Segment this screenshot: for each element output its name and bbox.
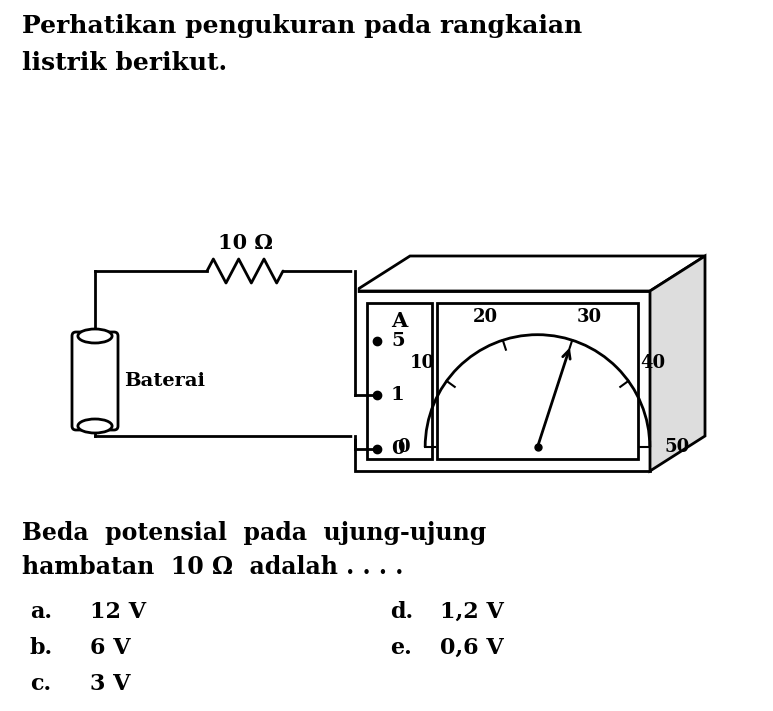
Text: d.: d. [390,601,413,623]
Text: b.: b. [30,637,53,659]
Bar [367,303,432,459]
Polygon shape [355,256,705,291]
Text: 1: 1 [391,386,405,404]
Text: 0: 0 [397,438,410,456]
Text: A: A [391,311,407,331]
Ellipse shape [78,419,112,433]
Text: 0: 0 [391,440,404,458]
Text: listrik berikut.: listrik berikut. [22,51,227,75]
Text: Baterai: Baterai [124,372,205,390]
Ellipse shape [78,329,112,343]
Text: e.: e. [390,637,412,659]
Text: 0,6 V: 0,6 V [440,637,504,659]
Text: 30: 30 [577,308,602,326]
Text: c.: c. [30,673,51,695]
Bar [355,291,650,471]
Bar [437,303,638,459]
Text: 3 V: 3 V [90,673,131,695]
Text: 10: 10 [410,354,434,372]
Text: Perhatikan pengukuran pada rangkaian: Perhatikan pengukuran pada rangkaian [22,14,582,38]
Text: 12 V: 12 V [90,601,146,623]
Text: 40: 40 [641,354,666,372]
Text: 6 V: 6 V [90,637,131,659]
Text: 1,2 V: 1,2 V [440,601,504,623]
Text: 20: 20 [473,308,498,326]
Text: a.: a. [30,601,52,623]
Text: Beda  potensial  pada  ujung-ujung: Beda potensial pada ujung-ujung [22,521,486,545]
Polygon shape [650,256,705,471]
Text: 5: 5 [391,332,404,350]
Text: 10 Ω: 10 Ω [217,233,273,253]
Text: 50: 50 [665,438,690,456]
Text: hambatan  10 Ω  adalah . . . .: hambatan 10 Ω adalah . . . . [22,555,404,579]
